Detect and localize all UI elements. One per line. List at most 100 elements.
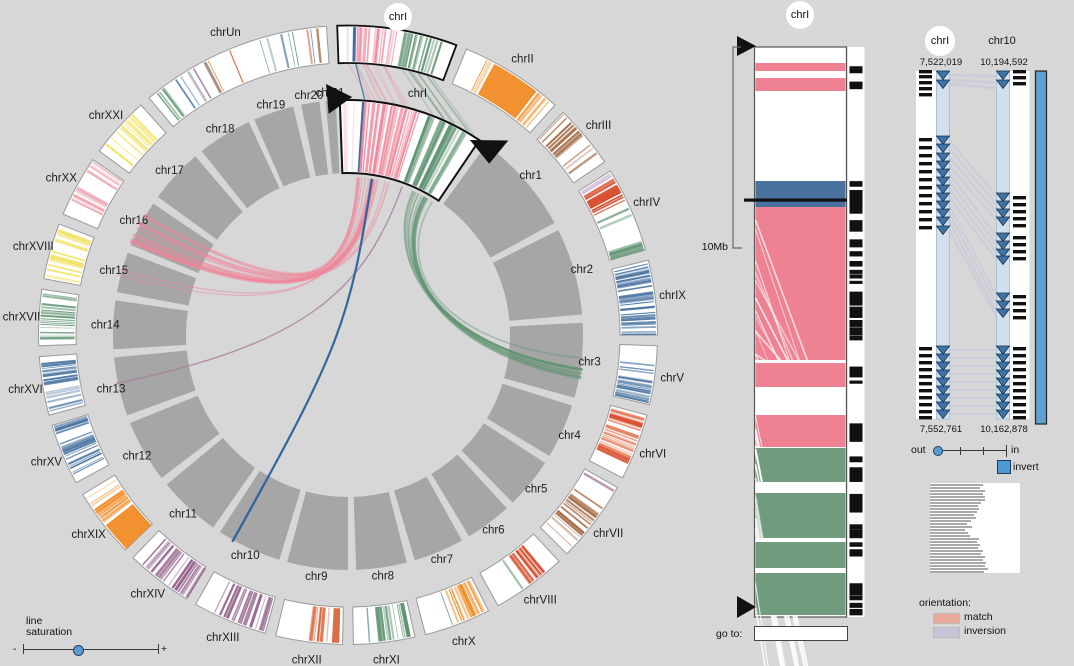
- outer-ring-segment-chrIX[interactable]: [611, 259, 659, 336]
- outer-ring-segment-chrXIV[interactable]: [132, 529, 207, 600]
- zoom-slider-track[interactable]: [934, 450, 1006, 451]
- gene-marker-triangle[interactable]: [935, 152, 951, 163]
- gene-marker-triangle[interactable]: [995, 292, 1011, 303]
- gene-marker-triangle[interactable]: [935, 208, 951, 219]
- inner-ring-segment-chr20[interactable]: [301, 101, 329, 177]
- column-range-marker-top[interactable]: [737, 36, 756, 56]
- inner-ring-segment-chr5[interactable]: [461, 423, 546, 503]
- gene-marker-triangle[interactable]: [995, 308, 1011, 319]
- range-marker-end[interactable]: [469, 139, 509, 164]
- saturation-slider-knob[interactable]: [73, 644, 84, 656]
- gene-marker-triangle[interactable]: [995, 208, 1011, 219]
- position-indicator-line[interactable]: [744, 198, 847, 202]
- outer-ring-segment-chrXV[interactable]: [51, 413, 110, 484]
- detail-scrollbar[interactable]: [1034, 70, 1048, 425]
- inner-ring-segment-chr13[interactable]: [114, 350, 196, 416]
- range-marker-start[interactable]: [326, 83, 353, 114]
- outer-ring-segment-chrXX[interactable]: [62, 159, 125, 230]
- selected-segment-chrI[interactable]: [338, 99, 481, 203]
- gene-marker-triangle[interactable]: [995, 240, 1011, 251]
- inner-ring-segment-chr14[interactable]: [112, 300, 188, 350]
- outer-ring-segment-chrXIX[interactable]: [82, 474, 154, 551]
- outer-ring-segment-chrII[interactable]: [451, 48, 556, 134]
- gene-marker-triangle[interactable]: [935, 216, 951, 227]
- inner-ring-segment-chr21[interactable]: [325, 100, 340, 174]
- outer-ring-segment-chrXVIII[interactable]: [43, 223, 95, 287]
- gene-marker-triangle[interactable]: [935, 192, 951, 203]
- inner-ring-segment-chr15[interactable]: [116, 252, 197, 306]
- gene-marker-triangle[interactable]: [995, 200, 1011, 211]
- outer-ring-segment-chrVIII[interactable]: [479, 533, 560, 607]
- inner-ring-segment-chr8[interactable]: [353, 491, 407, 570]
- outer-ring-segment-chrXII[interactable]: [275, 598, 344, 645]
- inner-ring-segment-chr10[interactable]: [220, 470, 301, 560]
- inner-ring-segment-chr1[interactable]: [443, 144, 555, 258]
- gene-marker-triangle[interactable]: [935, 79, 951, 90]
- invert-checkbox[interactable]: [997, 460, 1011, 474]
- inner-ring-segment-chr7[interactable]: [394, 476, 462, 561]
- gene-marker-triangle[interactable]: [995, 79, 1011, 90]
- gene-marker-triangle[interactable]: [935, 401, 951, 412]
- gene-marker-triangle[interactable]: [995, 232, 1011, 243]
- zoom-slider-knob[interactable]: [933, 445, 943, 456]
- gene-marker-triangle[interactable]: [995, 401, 1011, 412]
- inner-ring-segment-chr6[interactable]: [431, 454, 507, 537]
- gene-marker-triangle[interactable]: [995, 192, 1011, 203]
- inner-ring-segment-chr17[interactable]: [157, 156, 243, 240]
- outer-ring-segment-chrXXI[interactable]: [98, 104, 167, 174]
- gene-marker-triangle[interactable]: [935, 200, 951, 211]
- gene-marker-triangle[interactable]: [935, 393, 951, 404]
- gene-marker-triangle[interactable]: [935, 385, 951, 396]
- outer-ring-segment-chrIII[interactable]: [536, 111, 606, 184]
- gene-marker-triangle[interactable]: [995, 377, 1011, 388]
- gene-marker-triangle[interactable]: [935, 70, 951, 81]
- outer-ring-segment-chrVI[interactable]: [588, 404, 648, 479]
- outer-ring-segment-chrV[interactable]: [612, 343, 658, 406]
- inner-ring-segment-chr2[interactable]: [492, 230, 583, 321]
- gene-marker-triangle[interactable]: [995, 361, 1011, 372]
- outer-ring-segment-chrXI[interactable]: [352, 599, 416, 645]
- outer-ring-segment-chrIV[interactable]: [577, 170, 647, 261]
- outer-ring-segment-chrXVI[interactable]: [38, 353, 86, 416]
- gene-marker-triangle[interactable]: [995, 216, 1011, 227]
- gene-marker-triangle[interactable]: [935, 353, 951, 364]
- gene-marker-triangle[interactable]: [995, 393, 1011, 404]
- outer-ring-segment-chrXIII[interactable]: [194, 571, 276, 634]
- gene-marker-triangle[interactable]: [935, 143, 951, 154]
- outer-ring-segment-chrI[interactable]: [336, 24, 458, 82]
- inner-ring-segment-chr12[interactable]: [130, 395, 220, 479]
- gene-marker-triangle[interactable]: [935, 160, 951, 171]
- gene-marker-triangle[interactable]: [995, 70, 1011, 81]
- inner-ring-segment-chr18[interactable]: [201, 122, 280, 209]
- inner-ring-segment-chr19[interactable]: [254, 106, 311, 187]
- outer-ring-segment-chrX[interactable]: [415, 576, 490, 636]
- inner-ring-segment-chr3[interactable]: [504, 322, 583, 398]
- gene-marker-triangle[interactable]: [935, 168, 951, 179]
- gene-marker-triangle[interactable]: [935, 369, 951, 380]
- gene-marker-triangle[interactable]: [935, 184, 951, 195]
- gene-marker-triangle[interactable]: [995, 255, 1011, 266]
- goto-input[interactable]: [754, 626, 848, 641]
- inner-ring-segment-chr9[interactable]: [287, 491, 348, 570]
- saturation-slider-track[interactable]: [23, 649, 159, 650]
- gene-marker-triangle[interactable]: [935, 409, 951, 420]
- outer-ring-segment-chrVII[interactable]: [539, 468, 619, 555]
- gene-marker-triangle[interactable]: [935, 135, 951, 146]
- gene-marker-triangle[interactable]: [935, 176, 951, 187]
- gene-marker-triangle[interactable]: [935, 377, 951, 388]
- column-range-marker-bottom[interactable]: [737, 596, 756, 618]
- gene-marker-triangle[interactable]: [935, 345, 951, 356]
- outer-ring-segment-chrUn[interactable]: [148, 25, 330, 128]
- gene-marker-triangle[interactable]: [995, 409, 1011, 420]
- gene-marker-triangle[interactable]: [935, 361, 951, 372]
- inner-ring-segment-chr11[interactable]: [166, 438, 256, 528]
- gene-marker-triangle[interactable]: [995, 385, 1011, 396]
- gene-marker-triangle[interactable]: [995, 300, 1011, 311]
- gene-marker-triangle[interactable]: [995, 345, 1011, 356]
- gene-marker-triangle[interactable]: [995, 248, 1011, 259]
- inner-ring-segment-chr4[interactable]: [486, 383, 573, 457]
- gene-marker-triangle[interactable]: [935, 225, 951, 236]
- gene-marker-triangle[interactable]: [995, 369, 1011, 380]
- outer-ring-segment-chrXVII[interactable]: [38, 288, 80, 347]
- gene-marker-triangle[interactable]: [995, 353, 1011, 364]
